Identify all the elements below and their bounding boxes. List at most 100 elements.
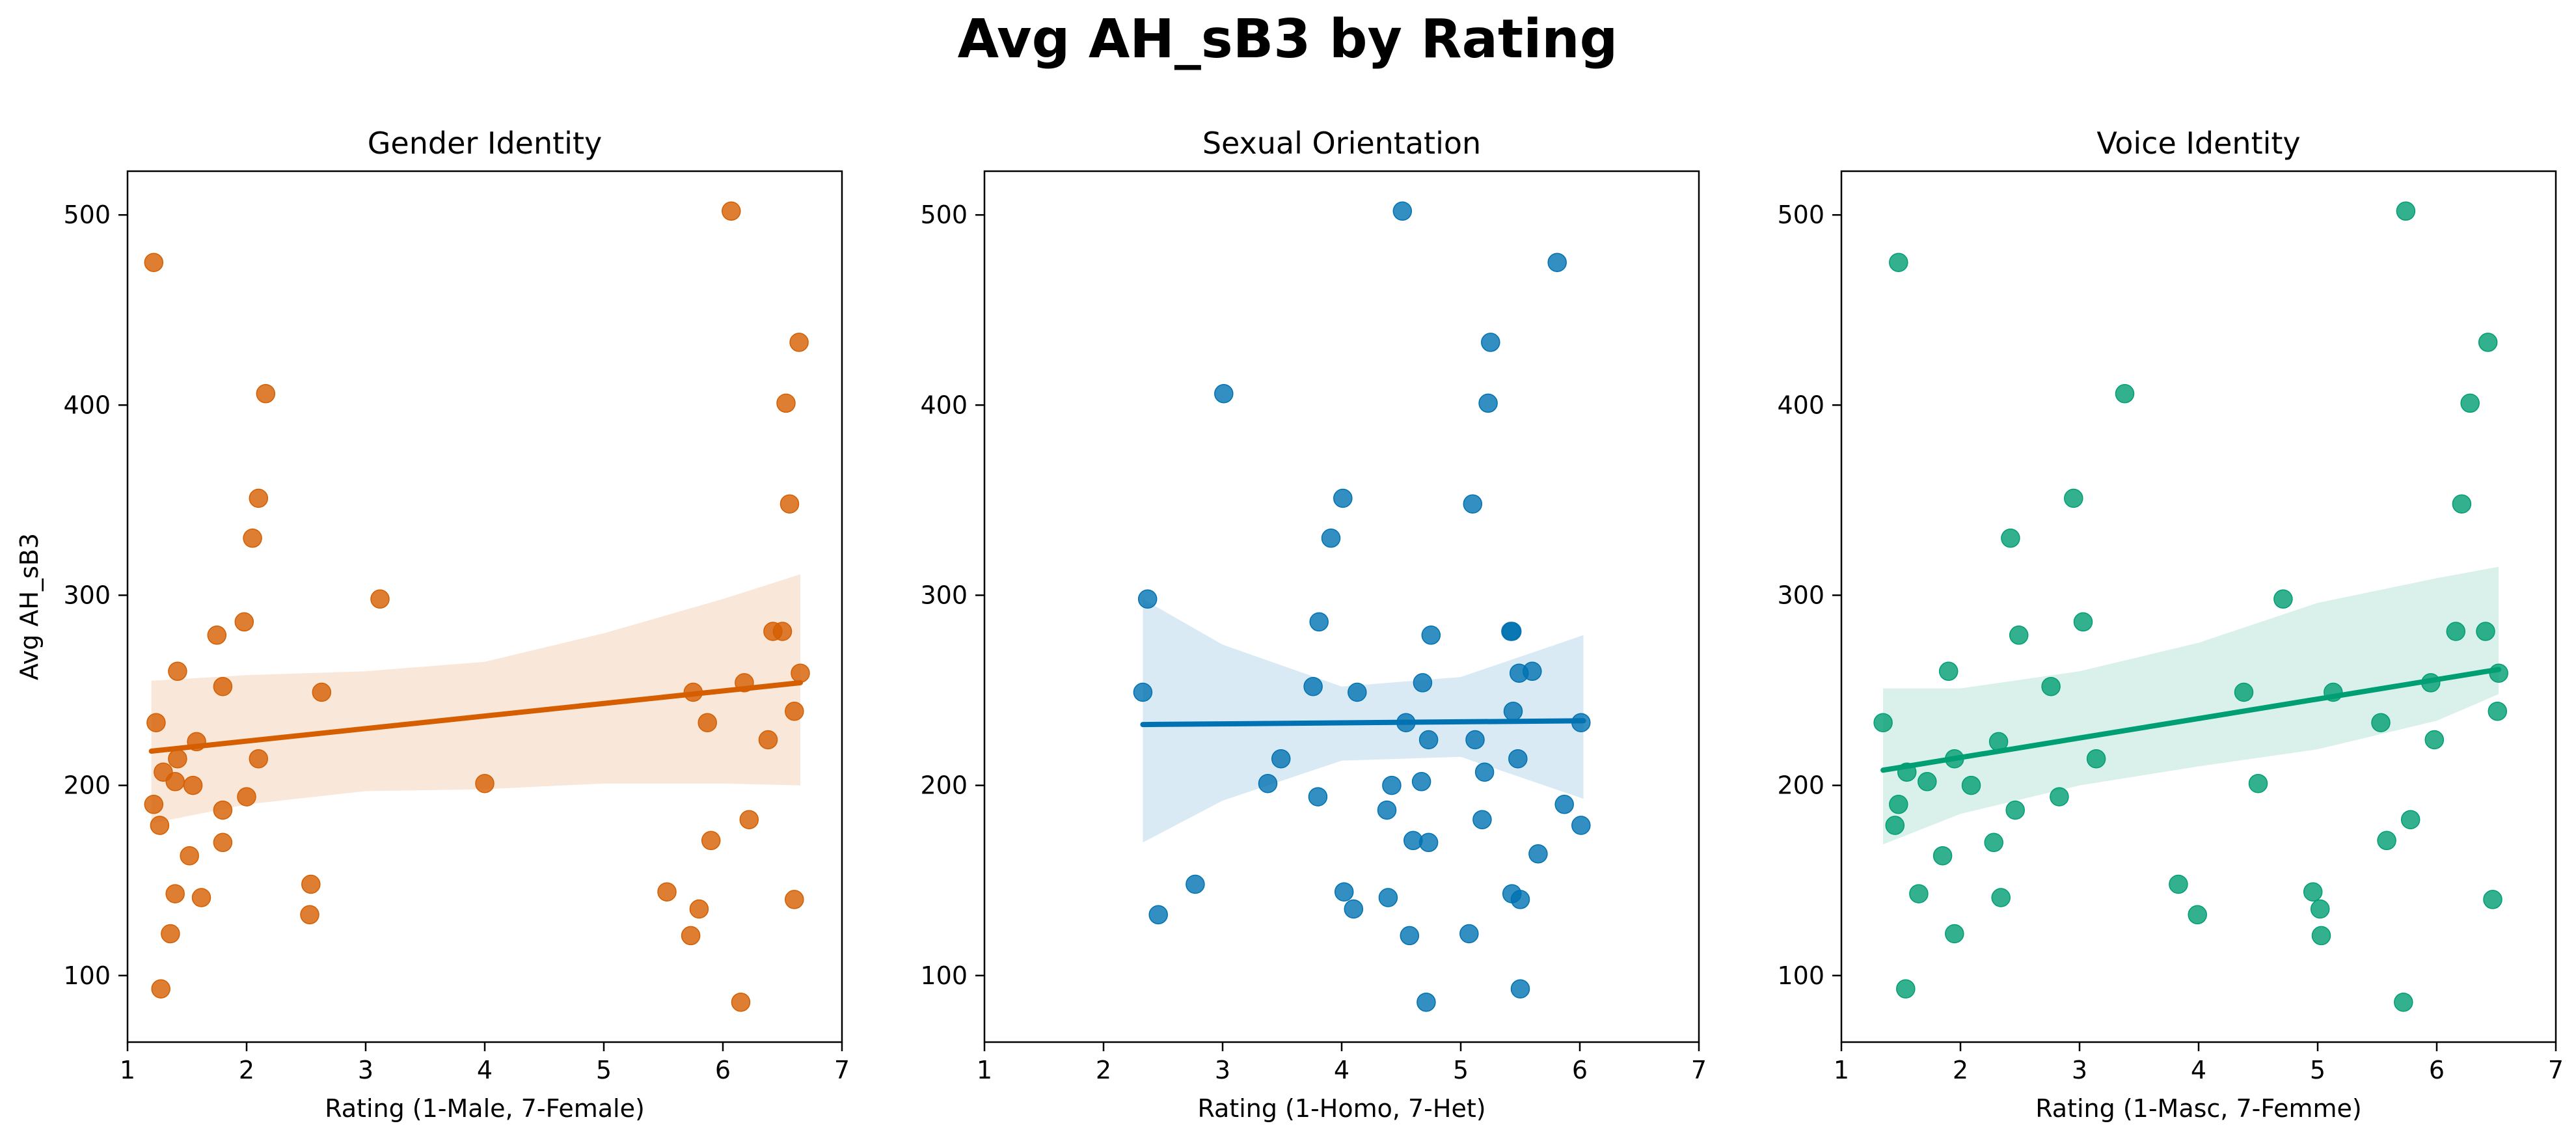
data-point bbox=[2377, 831, 2396, 851]
x-tick-label: 2 bbox=[1953, 1056, 1968, 1084]
data-point bbox=[2478, 333, 2498, 352]
data-point bbox=[256, 384, 276, 404]
panel-3: 1 2 3 4 5 6 7 100 200 300 400 500 Voice Identity Rati… bbox=[1777, 126, 2564, 1123]
data-point bbox=[213, 676, 233, 696]
data-point bbox=[1554, 795, 1574, 814]
data-point bbox=[2452, 494, 2472, 514]
data-point bbox=[1400, 926, 1420, 946]
data-point bbox=[475, 773, 495, 793]
data-point bbox=[1133, 682, 1153, 702]
y-tick-label: 500 bbox=[1777, 200, 1824, 229]
data-point bbox=[2009, 626, 2029, 645]
data-point bbox=[144, 795, 164, 814]
data-point bbox=[213, 833, 233, 853]
x-tick-label: 7 bbox=[1691, 1056, 1707, 1084]
x-tick-label: 6 bbox=[2429, 1056, 2445, 1084]
data-point bbox=[213, 800, 233, 820]
data-point bbox=[1334, 882, 1354, 902]
y-tick-label: 200 bbox=[920, 771, 968, 800]
data-point bbox=[312, 682, 332, 702]
data-point bbox=[1309, 612, 1329, 632]
y-tick-label: 100 bbox=[920, 961, 968, 990]
data-point bbox=[2489, 663, 2508, 683]
data-point bbox=[2424, 730, 2445, 750]
data-point bbox=[2311, 926, 2331, 946]
data-point bbox=[1417, 992, 1436, 1012]
x-axis-label: Rating (1-Masc, 7-Femme) bbox=[2035, 1094, 2362, 1123]
data-point bbox=[183, 775, 203, 795]
data-point bbox=[2303, 882, 2323, 902]
data-point bbox=[1885, 816, 1905, 835]
regression-line bbox=[148, 680, 803, 754]
data-point bbox=[370, 589, 390, 609]
y-tick-label: 100 bbox=[1777, 961, 1824, 990]
data-point bbox=[1348, 682, 1367, 702]
data-point bbox=[1961, 775, 1981, 795]
x-tick-label: 7 bbox=[2548, 1056, 2564, 1084]
y-tick-label: 400 bbox=[1777, 391, 1824, 419]
data-point bbox=[1308, 787, 1328, 806]
data-point bbox=[2005, 800, 2025, 820]
confidence-band bbox=[151, 574, 801, 823]
y-tick-label: 500 bbox=[63, 200, 111, 229]
data-point bbox=[758, 730, 778, 750]
data-point bbox=[1474, 762, 1495, 782]
data-point bbox=[300, 905, 319, 925]
data-point bbox=[731, 992, 751, 1012]
data-point bbox=[1873, 713, 1893, 732]
x-tick-label: 6 bbox=[1572, 1056, 1588, 1084]
data-point bbox=[1909, 884, 1929, 903]
data-point bbox=[1528, 844, 1548, 864]
data-point bbox=[2001, 529, 2020, 548]
panel-2: 1 2 3 4 5 6 7 100 200 300 400 500 Sexual Orientation… bbox=[920, 126, 1707, 1123]
x-axis-label: Rating (1-Homo, 7-Het) bbox=[1197, 1094, 1485, 1123]
data-point bbox=[2188, 905, 2207, 925]
data-point bbox=[1463, 494, 1483, 514]
data-point bbox=[1938, 661, 1959, 682]
x-axis-label: Rating (1-Male, 7-Female) bbox=[325, 1094, 645, 1123]
data-point bbox=[1472, 810, 1492, 829]
y-tick-label: 400 bbox=[63, 391, 111, 419]
data-point bbox=[1459, 924, 1479, 944]
x-tick-label: 3 bbox=[2072, 1056, 2087, 1084]
data-point bbox=[168, 661, 187, 682]
data-point bbox=[722, 201, 741, 221]
x-tick-label: 3 bbox=[358, 1056, 373, 1084]
data-point bbox=[2248, 773, 2268, 793]
data-point bbox=[1991, 888, 2011, 907]
data-point bbox=[2115, 384, 2135, 404]
data-point bbox=[1889, 253, 1908, 272]
data-point bbox=[191, 888, 211, 907]
data-point bbox=[1214, 384, 1234, 404]
x-tick-label: 1 bbox=[977, 1056, 992, 1084]
data-point bbox=[2394, 992, 2413, 1012]
data-point bbox=[785, 701, 804, 721]
data-point bbox=[1889, 795, 1908, 814]
data-point bbox=[701, 831, 721, 851]
data-point bbox=[144, 253, 164, 272]
data-point bbox=[2488, 701, 2508, 721]
data-point bbox=[1321, 529, 1341, 548]
data-point bbox=[1303, 676, 1323, 696]
data-point bbox=[1411, 772, 1431, 792]
panel-title: Voice Identity bbox=[2096, 126, 2300, 161]
data-point bbox=[1984, 833, 2003, 853]
y-tick-label: 500 bbox=[920, 200, 968, 229]
confidence-band bbox=[1883, 566, 2499, 845]
data-point bbox=[789, 333, 809, 352]
data-point bbox=[2400, 810, 2420, 829]
data-point bbox=[234, 612, 254, 632]
data-point bbox=[2086, 749, 2106, 769]
y-tick-label: 400 bbox=[920, 391, 968, 419]
data-point bbox=[207, 626, 227, 645]
panel-title: Gender Identity bbox=[368, 126, 602, 161]
data-point bbox=[2476, 622, 2495, 641]
data-point bbox=[772, 622, 793, 641]
x-tick-label: 2 bbox=[1096, 1056, 1111, 1084]
data-point bbox=[249, 488, 269, 508]
data-point bbox=[249, 749, 269, 769]
x-tick-label: 5 bbox=[596, 1056, 612, 1084]
panel-1: 1 2 3 4 5 6 7 100 200 300 400 500 Gender Identity Rat… bbox=[15, 126, 850, 1123]
data-point bbox=[2073, 612, 2093, 632]
data-point bbox=[1502, 622, 1522, 641]
